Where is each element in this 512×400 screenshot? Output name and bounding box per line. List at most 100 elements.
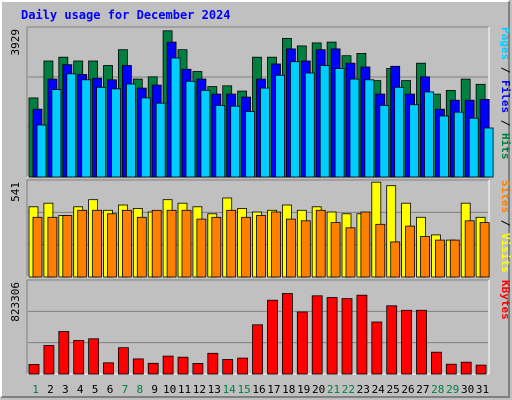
bar-sites-day-4	[77, 209, 88, 278]
bar-pages-day-24	[379, 105, 390, 178]
bar-sites-day-19	[300, 220, 311, 278]
x-tick-label: 13	[208, 383, 221, 396]
bar-kbytes-day-22	[341, 298, 353, 375]
x-tick-label: 12	[193, 383, 206, 396]
x-tick-label: 16	[252, 383, 265, 396]
bar-kbytes-day-5	[88, 338, 99, 375]
panel-kbytes: 823306 KBytes	[9, 279, 512, 375]
series-label-part: /	[499, 213, 512, 233]
bar-kbytes-day-11	[177, 356, 189, 375]
bar-pages-day-2	[51, 89, 62, 178]
x-tick-label: 7	[122, 383, 129, 396]
x-tick-label: 10	[163, 383, 176, 396]
bar-pages-day-8	[140, 97, 151, 178]
bar-sites-day-16	[256, 215, 266, 278]
x-tick-label: 29	[446, 383, 459, 396]
bar-sites-day-10	[166, 209, 177, 278]
bar-pages-day-3	[66, 73, 77, 178]
y-max-label: 541	[9, 182, 22, 202]
panel-hits-files-pages: 3929 Pages / Files / Hits	[9, 26, 512, 178]
bar-sites-day-29	[449, 239, 460, 278]
bar-sites-day-13	[211, 216, 222, 278]
bar-sites-day-26	[405, 225, 416, 278]
bar-pages-day-1	[36, 124, 47, 178]
x-tick-label: 26	[401, 383, 414, 396]
bar-kbytes-day-23	[356, 294, 368, 375]
bar-sites-day-5	[92, 209, 102, 278]
y-max-label: 823306	[9, 282, 22, 322]
bar-pages-day-30	[468, 117, 479, 178]
x-tick-label: 14	[223, 383, 237, 396]
bar-kbytes-day-15	[237, 357, 249, 375]
bar-sites-day-12	[196, 218, 207, 278]
x-tick-label: 17	[267, 383, 280, 396]
bar-sites-day-18	[285, 218, 296, 278]
series-label-part: Sites	[499, 180, 512, 213]
bar-pages-day-4	[81, 79, 92, 178]
series-label-part: Pages	[499, 27, 512, 60]
series-label: Sites / Visits	[499, 180, 512, 273]
bar-kbytes-day-7	[118, 347, 129, 375]
bar-kbytes-day-10	[162, 355, 174, 375]
series-label-part: Hits	[499, 133, 512, 160]
series-label-part: KBytes	[499, 280, 512, 320]
bar-kbytes-day-13	[207, 352, 219, 375]
x-tick-label: 21	[327, 383, 340, 396]
bar-pages-day-10	[170, 57, 181, 178]
bar-pages-day-12	[200, 90, 211, 178]
bar-pages-day-13	[215, 105, 226, 178]
bar-kbytes-day-17	[267, 299, 278, 375]
bar-kbytes-day-3	[58, 331, 70, 375]
bar-kbytes-day-19	[296, 311, 308, 375]
bar-kbytes-day-25	[386, 305, 398, 375]
y-max-label: 3929	[9, 29, 22, 56]
x-tick-label: 27	[416, 383, 429, 396]
x-tick-label: 31	[476, 383, 489, 396]
panel-visits-sites: 541 Sites / Visits	[9, 179, 512, 278]
bar-sites-day-24	[375, 223, 386, 278]
x-tick-label: 19	[297, 383, 310, 396]
bar-kbytes-day-6	[103, 362, 114, 375]
series-label-part: Files	[499, 80, 512, 113]
x-tick-label: 28	[431, 383, 444, 396]
bar-sites-day-3	[62, 215, 73, 278]
bar-sites-day-23	[360, 211, 371, 278]
x-tick-label: 15	[237, 383, 250, 396]
bar-sites-day-21	[330, 222, 341, 278]
bar-kbytes-day-24	[371, 321, 383, 375]
bar-pages-day-5	[96, 86, 106, 178]
bar-sites-day-6	[107, 213, 117, 278]
bar-pages-day-25	[394, 86, 405, 178]
bar-kbytes-day-26	[401, 309, 413, 375]
bar-pages-day-21	[334, 68, 345, 178]
bar-pages-day-28	[438, 115, 449, 178]
bar-kbytes-day-18	[281, 293, 293, 375]
bar-pages-day-14	[230, 105, 241, 178]
bar-kbytes-day-1	[28, 363, 40, 375]
bar-sites-day-11	[181, 209, 192, 278]
bar-kbytes-day-12	[192, 362, 204, 375]
series-label-part: /	[499, 113, 512, 133]
x-tick-label: 9	[151, 383, 158, 396]
bar-pages-day-31	[483, 127, 494, 178]
x-tick-label: 11	[178, 383, 191, 396]
bar-sites-day-17	[271, 211, 281, 278]
x-tick-label: 24	[372, 383, 386, 396]
bar-pages-day-6	[111, 88, 121, 178]
series-label-part: /	[499, 60, 512, 80]
x-tick-label: 30	[461, 383, 474, 396]
bar-pages-day-16	[260, 87, 270, 178]
bar-sites-day-30	[464, 220, 475, 278]
bar-kbytes-day-2	[43, 345, 55, 375]
x-tick-label: 4	[77, 383, 84, 396]
x-tick-label: 2	[47, 383, 54, 396]
bar-pages-day-29	[453, 111, 464, 178]
bar-pages-day-11	[185, 80, 196, 178]
bar-sites-day-1	[32, 216, 43, 278]
bar-pages-day-27	[424, 91, 434, 178]
bar-kbytes-day-20	[311, 295, 323, 375]
bar-pages-day-17	[275, 74, 285, 178]
bar-sites-day-14	[226, 209, 237, 278]
bar-pages-day-9	[155, 102, 166, 178]
series-label: Pages / Files / Hits	[499, 27, 512, 160]
